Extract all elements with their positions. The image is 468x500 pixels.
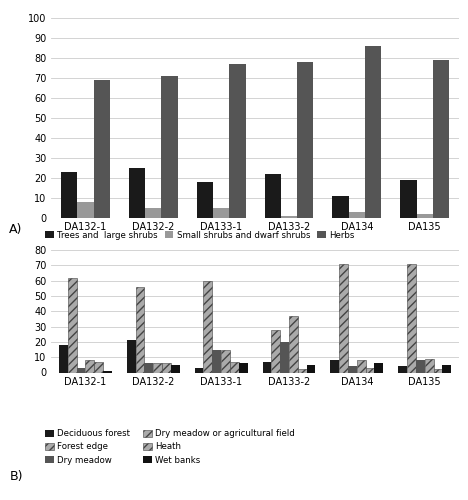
Text: A): A) [9,222,23,235]
Bar [400,180,417,218]
Bar [229,64,246,218]
Bar [264,174,281,218]
Bar [297,62,314,218]
Bar [433,370,442,372]
Bar [68,278,77,372]
Bar [77,368,86,372]
Bar [271,330,280,372]
Bar [374,364,383,372]
Bar [129,168,145,218]
Bar [77,202,94,218]
Bar [280,342,289,372]
Bar [161,76,178,218]
Bar [94,362,103,372]
Bar [332,196,349,218]
Legend: Trees and  large shrubs, Small shrubs and dwarf shrubs, Herbs: Trees and large shrubs, Small shrubs and… [42,228,358,243]
Bar [212,350,221,372]
Bar [307,365,315,372]
Bar [204,280,212,372]
Bar [230,362,239,372]
Bar [162,364,171,372]
Bar [213,208,229,218]
Bar [416,360,425,372]
Bar [407,264,416,372]
Bar [127,340,136,372]
Legend: Deciduous forest, Forest edge, Dry meadow, Dry meadow or agricultural field, Hea: Deciduous forest, Forest edge, Dry meado… [42,426,299,468]
Bar [348,366,357,372]
Bar [154,364,162,372]
Text: B): B) [9,470,23,483]
Bar [197,182,213,218]
Bar [425,358,433,372]
Bar [365,46,381,218]
Bar [339,264,348,372]
Bar [433,60,449,218]
Bar [298,370,307,372]
Bar [357,360,366,372]
Bar [398,366,407,372]
Bar [171,365,180,372]
Bar [195,368,204,372]
Bar [103,371,112,372]
Bar [442,365,451,372]
Bar [366,368,374,372]
Bar [94,80,110,218]
Bar [289,316,298,372]
Bar [145,364,154,372]
Bar [136,287,145,372]
Bar [330,360,339,372]
Bar [239,364,248,372]
Bar [59,345,68,372]
Bar [263,362,271,372]
Bar [281,216,297,218]
Bar [86,360,94,372]
Bar [417,214,433,218]
Bar [349,212,365,218]
Bar [221,350,230,372]
Bar [61,172,77,218]
Bar [145,208,161,218]
